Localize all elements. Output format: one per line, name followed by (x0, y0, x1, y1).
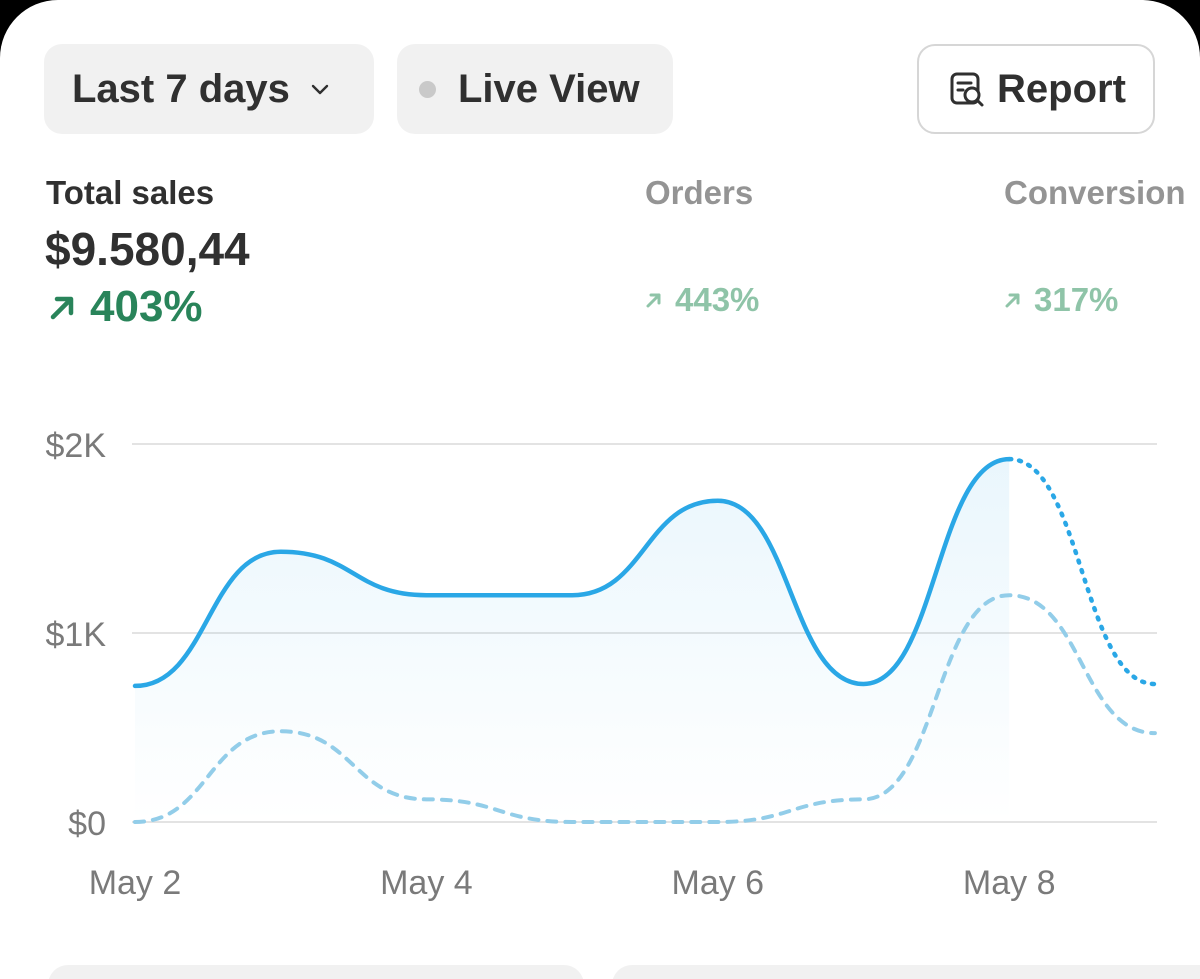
x-tick-label: May 2 (89, 864, 182, 902)
series-line-solid (132, 456, 1012, 689)
conversion-change: 317% (1004, 281, 1118, 319)
orders-change-value: 443% (675, 281, 760, 318)
total-sales-change-value: 403% (90, 282, 203, 331)
y-tick-label: $0 (68, 805, 106, 843)
y-tick-label: $2K (46, 427, 107, 465)
orders-label[interactable]: Orders (645, 174, 754, 211)
date-range-label: Last 7 days (72, 66, 290, 111)
x-tick-label: May 6 (672, 864, 765, 902)
series-area (135, 459, 1010, 822)
live-view-label: Live View (458, 66, 640, 111)
arrow-up-right-icon (646, 293, 661, 308)
status-dot-icon (419, 80, 436, 98)
report-label: Report (997, 66, 1126, 111)
next-card-right (612, 965, 1200, 979)
total-sales-value: $9.580,44 (45, 223, 250, 275)
total-sales-label[interactable]: Total sales (46, 174, 215, 211)
series-line-dashed (133, 593, 1157, 824)
total-sales-change: 403% (46, 282, 203, 332)
conversion-label[interactable]: Conversion (1004, 174, 1186, 211)
arrow-up-right-icon (50, 296, 74, 320)
conversion-change-value: 317% (1034, 281, 1119, 318)
x-tick-label: May 4 (380, 864, 473, 902)
report-button[interactable]: Report (917, 44, 1155, 134)
next-card-left (48, 965, 584, 979)
chevron-down-icon (311, 84, 329, 95)
date-range-dropdown[interactable]: Last 7 days (44, 44, 374, 134)
x-tick-label: May 8 (963, 864, 1056, 902)
series-line-dotted (1006, 456, 1158, 687)
orders-change: 443% (645, 281, 759, 319)
y-tick-label: $1K (46, 616, 107, 654)
sales-chart: $0 $1K $2K May 2 May 4 May 6 May 8 (46, 427, 1158, 902)
live-view-button[interactable]: Live View (397, 44, 673, 134)
report-search-icon (950, 72, 984, 107)
arrow-up-right-icon (1005, 293, 1020, 308)
